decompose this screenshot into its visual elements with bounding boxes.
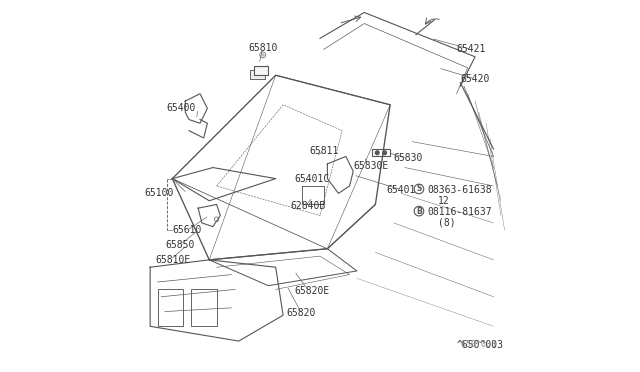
Text: 65830: 65830	[394, 153, 423, 163]
Text: 62840B: 62840B	[291, 201, 326, 211]
Text: 65401: 65401	[387, 185, 416, 195]
Text: 12: 12	[438, 196, 450, 206]
Text: 65400: 65400	[167, 103, 196, 113]
Text: 65830E: 65830E	[353, 161, 388, 171]
Text: 65820E: 65820E	[294, 286, 330, 296]
Text: 65820: 65820	[287, 308, 316, 318]
FancyBboxPatch shape	[250, 70, 264, 79]
Text: 65420: 65420	[460, 74, 490, 84]
Text: 65610: 65610	[172, 225, 202, 235]
Text: 65100: 65100	[145, 188, 174, 198]
Text: ^650^003: ^650^003	[456, 340, 504, 350]
Circle shape	[414, 184, 424, 194]
Text: 08116-81637: 08116-81637	[427, 207, 492, 217]
Text: ^650^003: ^650^003	[456, 340, 497, 349]
Text: 65811: 65811	[309, 146, 339, 156]
Circle shape	[383, 151, 387, 155]
Circle shape	[376, 151, 379, 155]
Text: B: B	[416, 206, 422, 216]
Text: 65810E: 65810E	[156, 255, 191, 265]
Text: 65401C: 65401C	[294, 174, 330, 184]
Text: 65850: 65850	[165, 240, 195, 250]
FancyBboxPatch shape	[253, 66, 268, 75]
Circle shape	[414, 206, 424, 216]
Text: 08363-61638: 08363-61638	[427, 185, 492, 195]
Text: (8): (8)	[438, 218, 456, 228]
Text: 65421: 65421	[456, 44, 486, 54]
Text: 65810: 65810	[248, 42, 277, 52]
Text: S: S	[416, 185, 422, 193]
